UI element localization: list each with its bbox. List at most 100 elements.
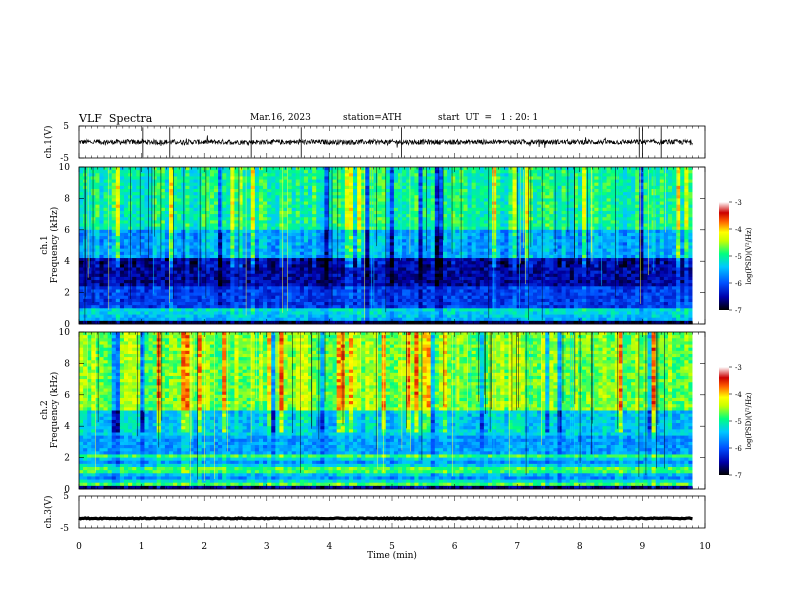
spec1-cell <box>655 223 661 228</box>
spec1-cell <box>348 248 354 253</box>
spec1-cell <box>132 223 137 228</box>
spec1-cell <box>136 185 141 190</box>
spec1-cell <box>492 192 497 196</box>
spec1-cell <box>340 198 346 202</box>
spec1-cell <box>373 170 378 174</box>
spec1-cell <box>107 201 113 206</box>
spec1-cell <box>168 217 174 221</box>
spec1-cell <box>590 220 595 224</box>
spec1-cell <box>258 264 264 268</box>
spec1-cell <box>336 239 342 243</box>
spec1-cell <box>373 195 378 199</box>
spec1-cell <box>156 264 162 268</box>
spec1-cell <box>406 214 411 218</box>
spec1-cell <box>291 207 297 212</box>
spec1-cell <box>569 204 575 209</box>
spec1-cell <box>189 188 194 193</box>
spec1-cell <box>553 242 558 246</box>
spec1-cell <box>537 242 542 246</box>
spec1-cell <box>459 242 464 246</box>
spec1-cell <box>618 214 624 218</box>
spec1-cell <box>381 223 387 228</box>
spec1-cell <box>348 201 354 206</box>
spec1-cell <box>160 173 166 177</box>
spec1-cell <box>381 220 387 224</box>
spec1-cell <box>271 248 276 253</box>
spec1-cell <box>201 179 207 184</box>
spec1-cell <box>213 179 219 184</box>
spec1-cell <box>365 173 370 177</box>
spec1-cell <box>299 201 305 206</box>
spec1-cell <box>447 170 452 174</box>
spec1-cell <box>246 210 252 215</box>
spec1-cell <box>107 217 113 221</box>
spec1-cell <box>336 167 342 171</box>
spec1-cell <box>541 182 546 187</box>
spec1-cell <box>344 248 350 253</box>
spec1-cell <box>430 223 436 228</box>
spec1-cell <box>549 179 554 184</box>
spec1-cell <box>136 232 141 237</box>
spec1-cell <box>95 210 100 215</box>
spec1-cell <box>602 242 607 246</box>
spec1-cell <box>672 185 677 190</box>
spec1-cell <box>672 232 677 237</box>
spec1-cell <box>160 232 166 237</box>
spec1-cell <box>647 229 652 234</box>
spec1-cell <box>627 267 632 272</box>
spec1-cell <box>115 229 121 234</box>
spec1-cell <box>295 258 301 262</box>
spec1-cell <box>144 242 149 246</box>
spec1-cell <box>569 167 575 171</box>
spec1-cell <box>459 179 464 184</box>
spec1-cell <box>500 251 505 256</box>
spec1-cell <box>103 179 109 184</box>
spec1-cell <box>598 170 603 174</box>
spec1-cell <box>618 170 624 174</box>
spec1-cell <box>119 176 125 180</box>
spec1-cell <box>549 207 554 212</box>
spec1-cell <box>402 210 407 215</box>
spec1-cell <box>340 223 346 228</box>
spec1-cell <box>643 245 648 250</box>
spec1-cell <box>377 229 383 234</box>
spec1-cell <box>267 173 272 177</box>
spec1-cell <box>659 188 665 193</box>
spec1-cell <box>340 210 346 215</box>
spec1-cell <box>639 195 644 199</box>
spec1-cell <box>627 167 632 171</box>
spec1-cell <box>676 182 681 187</box>
spec1-cell <box>545 267 550 272</box>
spec1-cell <box>308 204 313 209</box>
spec1-cell <box>254 220 260 224</box>
spec1-cell <box>557 185 562 190</box>
spec1-cell <box>541 170 546 174</box>
spec1-cell <box>402 239 407 243</box>
spec1-cell <box>312 217 317 221</box>
spec1-cell <box>164 210 170 215</box>
spec1-cell <box>209 264 215 268</box>
spec1-cell <box>340 245 346 250</box>
spec1-cell <box>357 248 362 253</box>
spec1-cell <box>655 192 661 196</box>
spec1-cell <box>218 251 223 256</box>
spec1-cell <box>598 245 603 250</box>
spec1-cell <box>267 245 272 250</box>
spec1-cell <box>631 242 636 246</box>
spec1-cell <box>353 179 358 184</box>
spec1-cell <box>377 195 383 199</box>
spec1-cell <box>324 188 329 193</box>
spec1-cell <box>107 251 113 256</box>
spec1-cell <box>99 254 104 259</box>
spec1-cell <box>492 170 497 174</box>
spec1-cell <box>144 229 149 234</box>
spec1-cell <box>340 226 346 231</box>
spec1-cell <box>238 242 243 246</box>
spec1-cell <box>410 248 415 253</box>
spec1-cell <box>111 258 117 262</box>
spec1-cell <box>119 167 125 171</box>
spec1-cell <box>160 258 166 262</box>
spec1-cell <box>410 182 415 187</box>
spec1-cell <box>643 267 648 272</box>
spec1-cell <box>438 226 444 231</box>
